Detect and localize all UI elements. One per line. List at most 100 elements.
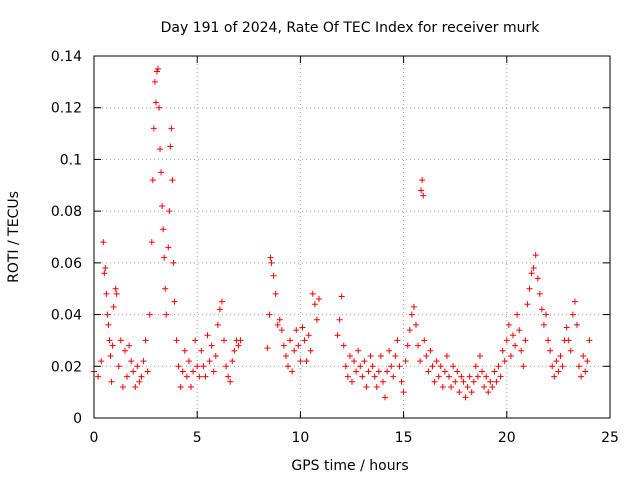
x-tick-label: 0 bbox=[90, 430, 99, 446]
data-point bbox=[454, 368, 461, 375]
data-point bbox=[104, 311, 111, 318]
data-point bbox=[441, 368, 448, 375]
data-point bbox=[551, 373, 558, 380]
data-point bbox=[565, 337, 572, 344]
data-point bbox=[179, 368, 186, 375]
data-point bbox=[518, 347, 525, 354]
y-axis-label: ROTI / TECUs bbox=[6, 191, 22, 283]
data-point bbox=[346, 352, 353, 359]
data-point bbox=[291, 347, 298, 354]
data-point bbox=[102, 265, 109, 272]
data-point bbox=[190, 368, 197, 375]
data-point bbox=[377, 352, 384, 359]
data-point bbox=[110, 303, 117, 310]
data-point bbox=[472, 363, 479, 370]
data-point bbox=[130, 368, 137, 375]
data-point bbox=[524, 301, 531, 308]
data-point bbox=[105, 321, 112, 328]
data-point bbox=[408, 311, 415, 318]
data-point bbox=[503, 337, 510, 344]
data-point bbox=[229, 358, 236, 365]
x-tick-label: 15 bbox=[395, 430, 413, 446]
data-point bbox=[167, 143, 174, 150]
data-point bbox=[313, 316, 320, 323]
data-point bbox=[98, 358, 105, 365]
data-point bbox=[177, 383, 184, 390]
data-point bbox=[200, 363, 207, 370]
data-point bbox=[309, 290, 316, 297]
data-point bbox=[476, 352, 483, 359]
data-point bbox=[420, 192, 427, 199]
data-point bbox=[132, 383, 139, 390]
data-point bbox=[115, 363, 122, 370]
data-point bbox=[567, 347, 574, 354]
data-point bbox=[140, 358, 147, 365]
data-point bbox=[384, 368, 391, 375]
data-point bbox=[371, 373, 378, 380]
data-point bbox=[221, 337, 228, 344]
data-point bbox=[268, 259, 275, 266]
data-point bbox=[571, 298, 578, 305]
y-tick-label: 0.12 bbox=[51, 101, 82, 117]
x-tick-label: 25 bbox=[601, 430, 619, 446]
data-point bbox=[396, 363, 403, 370]
data-point bbox=[365, 368, 372, 375]
data-point bbox=[355, 347, 362, 354]
data-point bbox=[386, 347, 393, 354]
data-point bbox=[150, 125, 157, 132]
data-point bbox=[520, 363, 527, 370]
data-point bbox=[124, 373, 131, 380]
data-point bbox=[450, 363, 457, 370]
data-point bbox=[363, 383, 370, 390]
data-point bbox=[152, 99, 159, 106]
y-tick-label: 0 bbox=[73, 411, 82, 427]
chart-title: Day 191 of 2024, Rate Of TEC Index for r… bbox=[161, 20, 541, 36]
y-tick-labels: 0 0.02 0.04 0.06 0.08 0.1 0.12 0.14 bbox=[51, 49, 82, 427]
data-point bbox=[505, 321, 512, 328]
data-point bbox=[452, 378, 459, 385]
data-point bbox=[148, 239, 155, 246]
data-point bbox=[417, 358, 424, 365]
data-point bbox=[470, 378, 477, 385]
data-point bbox=[375, 368, 382, 375]
data-point bbox=[194, 363, 201, 370]
data-point bbox=[534, 275, 541, 282]
data-point bbox=[280, 342, 287, 349]
data-point bbox=[202, 373, 209, 380]
data-point bbox=[214, 321, 221, 328]
data-point bbox=[295, 342, 302, 349]
data-point bbox=[272, 290, 279, 297]
data-point bbox=[126, 342, 133, 349]
data-point bbox=[274, 321, 281, 328]
data-point bbox=[419, 177, 426, 184]
data-point bbox=[429, 363, 436, 370]
data-point bbox=[392, 352, 399, 359]
data-point bbox=[311, 301, 318, 308]
data-point bbox=[536, 290, 543, 297]
y-tick-label: 0.06 bbox=[51, 256, 82, 272]
data-point bbox=[538, 306, 545, 313]
data-point bbox=[142, 337, 149, 344]
data-point bbox=[532, 252, 539, 259]
data-point bbox=[154, 65, 161, 72]
data-point bbox=[336, 316, 343, 323]
data-point bbox=[349, 378, 355, 385]
data-point bbox=[113, 290, 120, 297]
data-point bbox=[171, 298, 178, 305]
data-point bbox=[170, 259, 177, 266]
x-tick-labels: 0 5 10 15 20 25 bbox=[90, 430, 619, 446]
data-point bbox=[266, 311, 273, 318]
data-point bbox=[357, 363, 364, 370]
data-point bbox=[334, 332, 341, 339]
data-point bbox=[175, 363, 182, 370]
data-point bbox=[458, 373, 465, 380]
data-point bbox=[388, 363, 395, 370]
data-point bbox=[433, 358, 440, 365]
data-point bbox=[146, 311, 153, 318]
data-point bbox=[299, 324, 306, 331]
y-tick-label: 0.08 bbox=[51, 204, 82, 220]
data-point bbox=[512, 342, 519, 349]
data-point bbox=[340, 342, 347, 349]
data-point bbox=[578, 373, 585, 380]
